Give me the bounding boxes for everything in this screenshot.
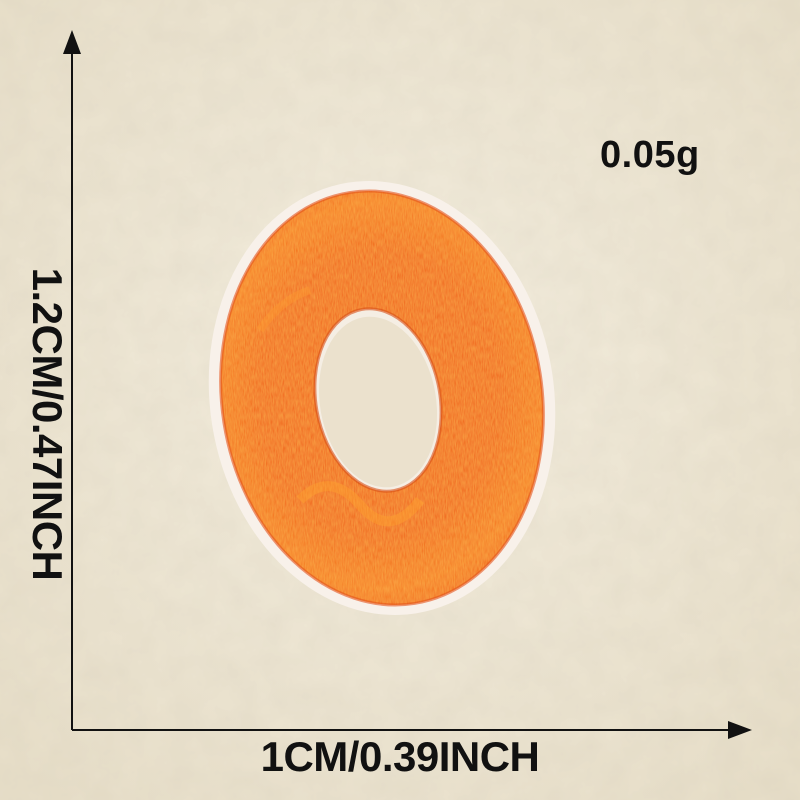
- width-arrow: [72, 721, 752, 739]
- height-dimension-label: 1.2CM/0.47INCH: [24, 267, 71, 581]
- embroidered-letter-o: [180, 160, 580, 630]
- height-arrow: [63, 30, 81, 730]
- width-dimension-label: 1CM/0.39INCH: [260, 733, 540, 780]
- weight-label: 0.05g: [600, 134, 700, 176]
